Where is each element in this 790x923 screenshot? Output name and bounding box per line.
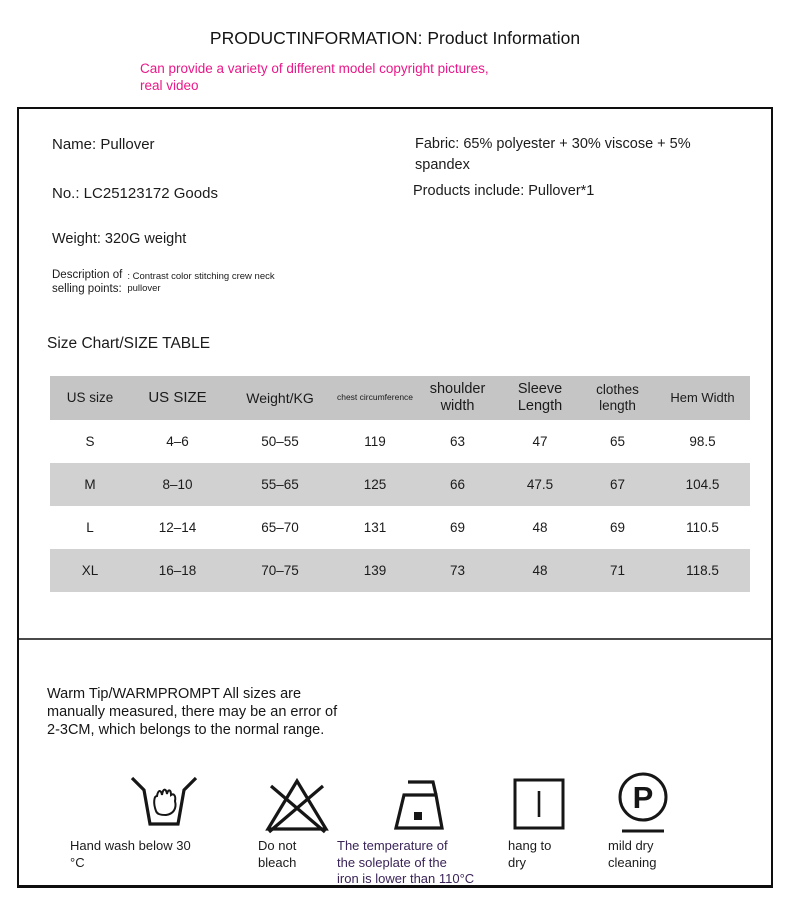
size-cell: S [85, 434, 95, 449]
hand-wash-icon [125, 769, 201, 833]
size-cell: 98.5 [689, 434, 716, 449]
column-header: chest circumference [335, 376, 415, 420]
size-cell: 65–70 [261, 520, 299, 535]
size-row-xl: XL 16–18 70–75 139 73 48 71 118.5 [50, 549, 750, 592]
warm-tip-text: Warm Tip/WARMPROMPT All sizes are manual… [47, 686, 338, 738]
size-cell: 55–65 [225, 463, 335, 506]
care-caption-do-not-bleach: Do not bleach [258, 838, 297, 870]
size-row-l: L 12–14 65–70 131 69 48 69 110.5 [50, 506, 750, 549]
size-cell: 70–75 [225, 549, 335, 592]
size-cell: 48 [532, 520, 548, 535]
size-cell: 118.5 [655, 549, 750, 592]
product-weight: Weight: 320G weight [52, 231, 187, 247]
size-cell: 12–14 [158, 520, 197, 535]
column-header: Weight/KG [225, 376, 335, 420]
product-name: Name: Pullover [52, 136, 155, 153]
care-caption-mild-dry-cleaning: mild dry cleaning [608, 838, 657, 870]
size-table: US size US SIZE Weight/KG chest circumfe… [50, 376, 750, 592]
page-title: PRODUCTINFORMATION: Product Information [209, 28, 581, 48]
size-cell: XL [50, 549, 130, 592]
size-table-header-row: US size US SIZE Weight/KG chest circumfe… [50, 376, 750, 420]
size-cell: 50–55 [261, 434, 299, 449]
description-value: : Contrast color stitching crew neck pul… [127, 271, 275, 294]
size-cell: M [50, 463, 130, 506]
column-header: shoulder width [415, 376, 500, 420]
size-cell: 119 [364, 434, 386, 449]
care-caption-iron-low-temp: The temperature of the soleplate of the … [337, 838, 475, 886]
care-caption-hand-wash: Hand wash below 30 °C [70, 838, 191, 870]
column-header: US size [50, 376, 130, 420]
hang-to-dry-icon [510, 775, 568, 833]
iron-low-temp-icon [384, 776, 452, 834]
size-chart-heading: Size Chart/SIZE TABLE [47, 335, 211, 352]
column-header: US SIZE [130, 376, 225, 420]
product-fabric: Fabric: 65% polyester + 30% viscose + 5%… [415, 136, 691, 173]
column-header: Hem Width [655, 376, 750, 420]
product-number: No.: LC25123172 Goods [52, 185, 218, 202]
column-header: Sleeve Length [500, 376, 580, 420]
size-cell: 16–18 [130, 549, 225, 592]
size-cell: 131 [363, 520, 387, 535]
size-cell: 110.5 [686, 520, 719, 535]
size-cell: 48 [500, 549, 580, 592]
size-cell: 73 [415, 549, 500, 592]
section-divider [19, 638, 771, 640]
size-cell: 47 [532, 434, 548, 449]
do-not-bleach-icon [261, 774, 333, 836]
size-cell: 71 [580, 549, 655, 592]
size-cell: L [86, 520, 94, 535]
size-cell: 66 [415, 463, 500, 506]
mild-dry-cleaning-icon: P [610, 770, 676, 836]
size-row-s: S 4–6 50–55 119 63 47 65 98.5 [50, 420, 750, 463]
size-cell: 65 [609, 434, 626, 449]
size-cell: 69 [449, 520, 466, 535]
size-cell: 104.5 [655, 463, 750, 506]
size-cell: 47.5 [500, 463, 580, 506]
size-cell: 4–6 [166, 434, 189, 449]
products-include: Products include: Pullover*1 [413, 183, 595, 199]
size-cell: 139 [335, 549, 415, 592]
size-cell: 63 [449, 434, 466, 449]
column-header: clothes length [580, 376, 655, 420]
size-row-m: M 8–10 55–65 125 66 47.5 67 104.5 [50, 463, 750, 506]
selling-points-description: Description of selling points: : Contras… [52, 269, 275, 296]
care-caption-hang-to-dry: hang to dry [508, 838, 552, 870]
size-cell: 69 [609, 520, 626, 535]
dry-clean-letter: P [633, 780, 654, 815]
product-info-panel: Name: Pullover Fabric: 65% polyester + 3… [17, 107, 773, 888]
page-subtitle: Can provide a variety of different model… [140, 61, 489, 93]
size-cell: 8–10 [130, 463, 225, 506]
size-cell: 125 [335, 463, 415, 506]
description-label: Description of selling points: [52, 269, 123, 295]
size-cell: 67 [580, 463, 655, 506]
